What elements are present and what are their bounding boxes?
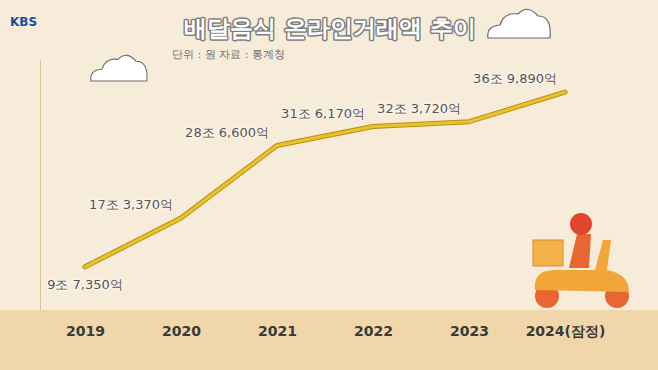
- y-axis: [40, 61, 41, 311]
- x-tick: 2020: [162, 310, 201, 339]
- x-tick-label: 2023: [450, 323, 489, 339]
- data-label: 31조 6,170억: [281, 106, 365, 121]
- x-tick-label: 2019: [66, 323, 105, 339]
- title: 배달음식 온라인거래액 추이: [184, 15, 476, 41]
- ground: [0, 310, 658, 370]
- x-tick: 2019: [66, 310, 105, 339]
- x-axis: 2019 2020 2021 2022 2023 2024(잠정): [66, 310, 605, 339]
- x-tick: 2024(잠정): [526, 310, 606, 339]
- data-labels: 9조 7,350억 17조 3,370억 28조 6,600억 31조 6,170억 3…: [47, 71, 557, 292]
- cloud-shape: [488, 9, 551, 38]
- line: [85, 92, 565, 267]
- rider: [569, 234, 591, 268]
- x-tick: 2022: [354, 310, 393, 339]
- cloud-shape: [91, 55, 147, 81]
- x-tick: 2023: [450, 310, 489, 339]
- subtitle: 단위 : 원 자료 : 통계청: [172, 48, 285, 61]
- background: [0, 0, 658, 370]
- x-tick: 2021: [258, 310, 297, 339]
- helmet: [570, 213, 592, 235]
- delivery-box: [533, 240, 563, 266]
- x-tick-label: 2021: [258, 323, 297, 339]
- data-label: 32조 3,720억: [377, 101, 461, 116]
- plot-area: [85, 92, 565, 267]
- y-axis-line: [40, 61, 41, 311]
- data-label: 28조 6,600억: [185, 125, 269, 140]
- data-label: 36조 9,890억: [473, 71, 557, 86]
- x-tick-label: 2020: [162, 323, 201, 339]
- line-outline: [85, 92, 565, 267]
- logo: KBS: [10, 15, 37, 29]
- scooter: [533, 213, 629, 308]
- x-tick-label: 2024(잠정): [526, 323, 606, 339]
- x-tick-label: 2022: [354, 323, 393, 339]
- cloud: [488, 9, 551, 38]
- chart: KBS 배달음식 온라인거래액 추이단위 : 원 자료 : 통계청 2019 2020…: [0, 0, 658, 370]
- data-label: 17조 3,370억: [89, 197, 173, 212]
- cloud: [91, 55, 147, 81]
- data-label: 9조 7,350억: [47, 277, 123, 292]
